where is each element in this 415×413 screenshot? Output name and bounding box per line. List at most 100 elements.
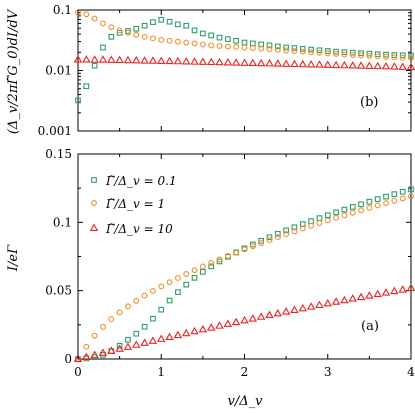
- panel-a-point: [241, 246, 248, 253]
- panel-a-tag: (a): [361, 319, 379, 334]
- panel-b-point: [316, 47, 323, 54]
- panel-b-point: [124, 29, 131, 36]
- panel-a-point: [173, 330, 183, 339]
- panel-a-point: [191, 274, 198, 281]
- panel-b-point: [166, 18, 173, 25]
- panel-a-point: [283, 227, 289, 234]
- panel-b-point: [298, 59, 308, 68]
- panel-a-point: [316, 215, 323, 221]
- panel-a-point: [349, 204, 356, 210]
- panel-b-point: [183, 39, 190, 46]
- panel-a-point: [324, 212, 331, 219]
- panel-b-point: [349, 49, 356, 56]
- panel-a-point: [266, 234, 273, 241]
- panel-a-point: [249, 243, 256, 250]
- panel-b-point: [175, 21, 181, 28]
- panel-b-point: [140, 56, 149, 64]
- panel-a-point: [408, 193, 414, 200]
- panel-b-point: [98, 55, 108, 63]
- panel-b-point: [299, 45, 306, 52]
- panel-b-point: [366, 52, 373, 59]
- panel-a-point: [248, 314, 258, 322]
- panel-a-point: [256, 312, 266, 320]
- x-axis-label: v/Δ_v: [228, 394, 264, 409]
- panel-a-point: [349, 209, 356, 216]
- panel-b-point: [73, 55, 83, 63]
- panel-a-point: [231, 317, 241, 326]
- panel-b-series-2: [73, 55, 415, 71]
- panel-a-point: [341, 206, 348, 213]
- panel-b-y-tick-label: 0.1: [53, 3, 72, 17]
- panel-a-point: [116, 342, 123, 349]
- legend-entry-1: Γ̃/Δ_v = 1: [91, 197, 165, 211]
- panel-b-point: [383, 51, 389, 58]
- panel-a-point: [258, 237, 265, 244]
- panel-b-point: [216, 34, 223, 41]
- panel-b-point: [108, 33, 115, 40]
- panel-b-point: [75, 97, 81, 104]
- panel-a-point: [190, 326, 199, 335]
- panel-a-y-tick-label: 0.1: [53, 215, 72, 229]
- panel-a-point: [166, 297, 173, 304]
- x-tick-label: 4: [407, 365, 415, 379]
- panel-b-point: [333, 50, 340, 57]
- panel-a-point: [133, 297, 140, 304]
- panel-a-point: [399, 195, 406, 202]
- panel-a-point: [341, 212, 348, 219]
- panel-b-point: [273, 59, 283, 67]
- x-tick-label: 1: [157, 365, 165, 379]
- panel-b-point: [383, 53, 389, 60]
- x-tick-label: 2: [241, 365, 249, 379]
- panel-a-point: [183, 281, 190, 288]
- panel-b-point: [223, 58, 233, 66]
- panel-b-point: [374, 53, 381, 60]
- panel-b-point: [381, 61, 391, 70]
- panel-b-point: [324, 50, 331, 57]
- panel-a-current: 0 0.05 0.1 0.15 (a) I/eΓ Γ̃/Δ_v = 0.1 Γ̃/Δ_…: [6, 147, 415, 366]
- panel-b-point: [115, 55, 124, 64]
- panel-b-point: [174, 38, 181, 45]
- panel-a-point: [90, 350, 99, 358]
- panel-a-point: [383, 200, 389, 207]
- panel-b-point: [208, 42, 215, 49]
- panel-b-point: [233, 44, 240, 50]
- panel-b-point: [399, 52, 406, 59]
- panel-a-point: [358, 207, 364, 214]
- panel-a-point: [125, 336, 131, 343]
- panel-a-point: [73, 354, 83, 363]
- panel-b-point: [258, 45, 265, 52]
- panel-a-point: [215, 321, 224, 329]
- panel-a-point: [91, 332, 98, 339]
- panel-a-point: [175, 289, 181, 296]
- panel-a-point: [290, 305, 299, 313]
- panel-b-point: [398, 62, 407, 70]
- panel-b-point: [373, 61, 382, 70]
- panel-b-point: [141, 22, 148, 29]
- panel-b-point: [216, 42, 223, 49]
- panel-b-marks: [73, 9, 415, 104]
- legend-marker-circle: [91, 200, 97, 206]
- panel-b-point: [249, 45, 256, 52]
- panel-b-point: [198, 57, 208, 65]
- panel-b-point: [391, 54, 398, 61]
- panel-a-point: [108, 316, 115, 323]
- panel-b-point: [199, 41, 206, 48]
- panel-b-point: [157, 56, 166, 64]
- panel-b-point: [283, 47, 290, 54]
- panel-a-point: [83, 343, 90, 350]
- panel-a-point: [183, 271, 190, 277]
- panel-a-point: [165, 332, 174, 341]
- panel-b-point: [356, 61, 366, 69]
- legend-marker-square: [91, 177, 97, 183]
- panel-b-series-1: [75, 9, 414, 62]
- panel-b-point: [83, 83, 90, 90]
- panel-b-point: [100, 44, 106, 51]
- panel-b-point: [291, 45, 298, 51]
- panel-a-point: [308, 218, 314, 224]
- panel-a-point: [306, 302, 316, 310]
- panel-a-point: [216, 256, 223, 263]
- panel-a-ylabel: I/eΓ: [6, 244, 21, 272]
- panel-a-point: [366, 204, 373, 211]
- panel-b-point: [274, 46, 281, 53]
